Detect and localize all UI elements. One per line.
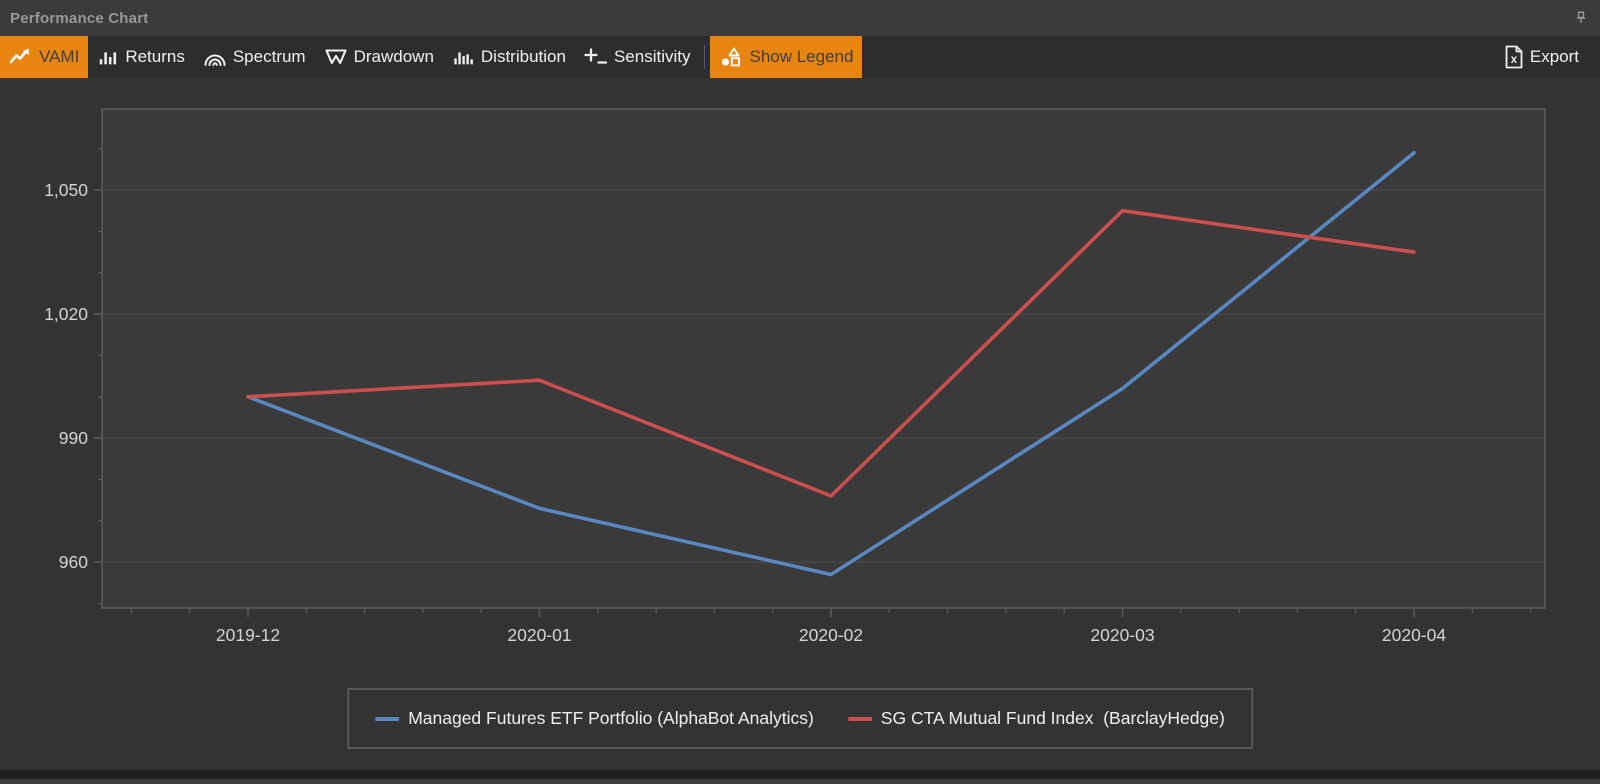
tab-label: Spectrum <box>232 47 306 66</box>
spectrum-arcs-icon <box>203 46 227 68</box>
chart-toolbar: VAMI Returns Spectrum <box>0 36 1600 78</box>
export-label: Export <box>1529 47 1579 66</box>
bottom-dark-strip <box>0 770 1600 779</box>
performance-line-chart: 960 990 1,020 1,050 2019-12 2020-01 2020-02 202… <box>44 108 1546 645</box>
toolbar-spacer <box>862 36 1494 78</box>
svg-text:960: 960 <box>59 552 88 572</box>
red-series-dash <box>847 716 872 721</box>
tab-distribution[interactable]: Distribution <box>443 36 575 78</box>
svg-text:1,020: 1,020 <box>44 304 88 324</box>
svg-text:2020-01: 2020-01 <box>507 625 571 645</box>
blue-series-dash <box>375 716 400 721</box>
tab-label: Sensitivity <box>613 47 691 66</box>
chart-region: 960 990 1,020 1,050 2019-12 2020-01 2020-02 202… <box>0 78 1600 770</box>
excel-file-icon: x <box>1504 45 1524 69</box>
legend-item-red-series: SG CTA Mutual Fund Index (BarclayHedge) <box>847 708 1225 729</box>
trend-up-icon <box>9 46 33 68</box>
plus-minus-icon <box>584 46 608 68</box>
export-button[interactable]: x Export <box>1495 36 1588 78</box>
show-legend-toggle[interactable]: Show Legend <box>710 36 863 78</box>
tab-returns[interactable]: Returns <box>88 36 194 78</box>
svg-text:x: x <box>1511 54 1518 66</box>
red-series-label: SG CTA Mutual Fund Index (BarclayHedge) <box>880 708 1225 728</box>
svg-text:2020-02: 2020-02 <box>799 625 863 645</box>
tab-vami[interactable]: VAMI <box>0 36 89 78</box>
drawdown-banner-icon <box>324 46 348 68</box>
tab-label: Returns <box>125 47 185 66</box>
legend-shapes-icon <box>719 45 743 69</box>
pin-icon[interactable] <box>1572 9 1590 27</box>
bottom-light-strip <box>0 779 1600 784</box>
svg-text:2019-12: 2019-12 <box>216 625 280 645</box>
panel-title: Performance Chart <box>10 9 149 27</box>
bar-chart-icon <box>97 46 119 68</box>
tab-label: VAMI <box>39 47 80 66</box>
svg-text:2020-03: 2020-03 <box>1090 625 1154 645</box>
title-bar: Performance Chart <box>0 0 1600 36</box>
tab-label: Drawdown <box>353 47 434 66</box>
show-legend-label: Show Legend <box>749 47 854 66</box>
blue-series-label: Managed Futures ETF Portfolio (AlphaBot … <box>408 708 814 728</box>
histogram-icon <box>452 46 475 68</box>
svg-text:2020-04: 2020-04 <box>1382 625 1446 645</box>
toolbar-separator <box>704 45 706 69</box>
tab-spectrum[interactable]: Spectrum <box>194 36 315 78</box>
tab-sensitivity[interactable]: Sensitivity <box>575 36 700 78</box>
svg-text:990: 990 <box>59 428 88 448</box>
tab-drawdown[interactable]: Drawdown <box>315 36 443 78</box>
svg-text:1,050: 1,050 <box>44 180 88 200</box>
tab-label: Distribution <box>480 47 566 66</box>
legend-item-blue-series: Managed Futures ETF Portfolio (AlphaBot … <box>375 708 814 729</box>
chart-legend: Managed Futures ETF Portfolio (AlphaBot … <box>347 688 1253 749</box>
